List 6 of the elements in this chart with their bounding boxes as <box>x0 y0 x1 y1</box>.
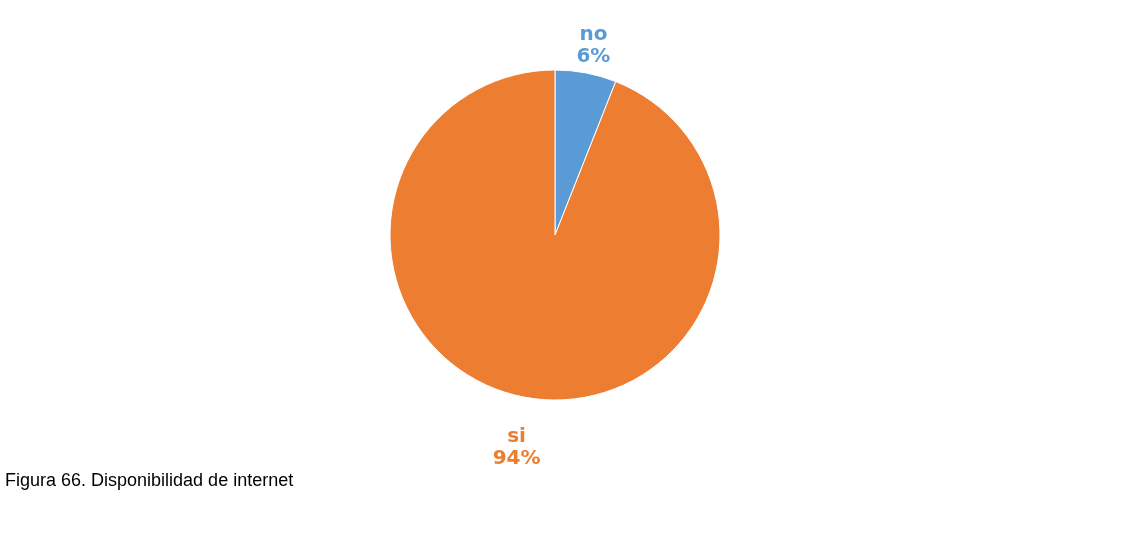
slice-label: si <box>507 423 526 448</box>
pie-slice <box>389 69 721 401</box>
slice-label: no <box>579 20 608 45</box>
data-label: 94% <box>492 445 541 470</box>
data-label: 6% <box>576 42 611 67</box>
text: Figura 66. Disponibilidad de internet <box>5 470 294 491</box>
